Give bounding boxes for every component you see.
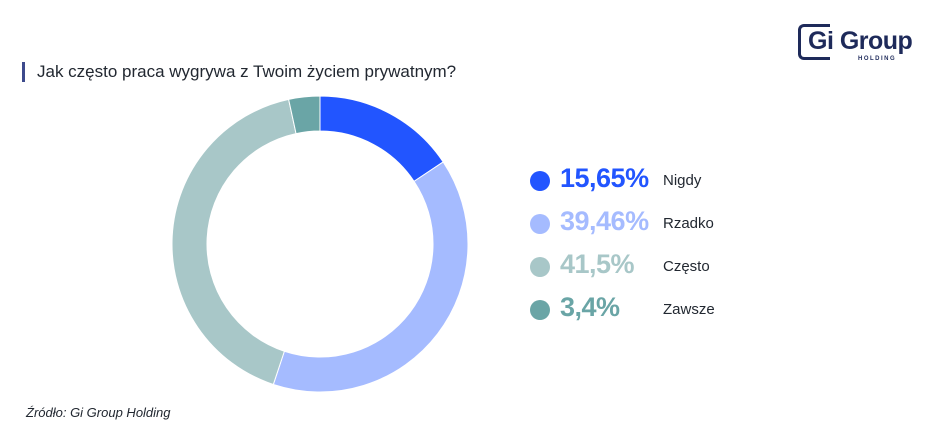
donut-slice-zawsze <box>288 95 321 135</box>
chart-legend: 15,65% Nigdy 39,46% Rzadko 41,5% Często 3,4% Za… <box>528 162 788 334</box>
donut-slice-nigdy <box>319 95 444 183</box>
legend-item: 15,65% Nigdy <box>528 162 788 205</box>
legend-value: 39,46% <box>560 206 649 236</box>
legend-label: Rzadko <box>663 215 714 232</box>
legend-dot <box>530 300 550 320</box>
legend-label: Często <box>663 258 710 275</box>
legend-dot <box>530 257 550 277</box>
legend-label: Zawsze <box>663 301 715 318</box>
legend-dot <box>530 171 550 191</box>
logo-bracket-shape <box>798 24 830 60</box>
legend-value: 3,4% <box>560 292 620 322</box>
logo-subtext: HOLDING <box>858 56 897 62</box>
donut-slice-rzadko <box>272 161 469 393</box>
logo-text: Gi Group <box>808 27 913 55</box>
donut-slice-często <box>171 98 297 386</box>
chart-title-wrap: Jak często praca wygrywa z Twoim życiem … <box>22 62 456 82</box>
legend-item: 41,5% Często <box>528 248 788 291</box>
legend-dot <box>530 214 550 234</box>
legend-item: 3,4% Zawsze <box>528 291 788 334</box>
brand-logo: Gi Group HOLDING <box>798 24 916 64</box>
title-accent-bar <box>22 62 25 82</box>
legend-value: 41,5% <box>560 249 635 279</box>
legend-label: Nigdy <box>663 172 702 189</box>
chart-title: Jak często praca wygrywa z Twoim życiem … <box>37 62 457 81</box>
legend-item: 39,46% Rzadko <box>528 205 788 248</box>
legend-value: 15,65% <box>560 163 649 193</box>
source-note: Źródło: Gi Group Holding <box>26 405 171 420</box>
